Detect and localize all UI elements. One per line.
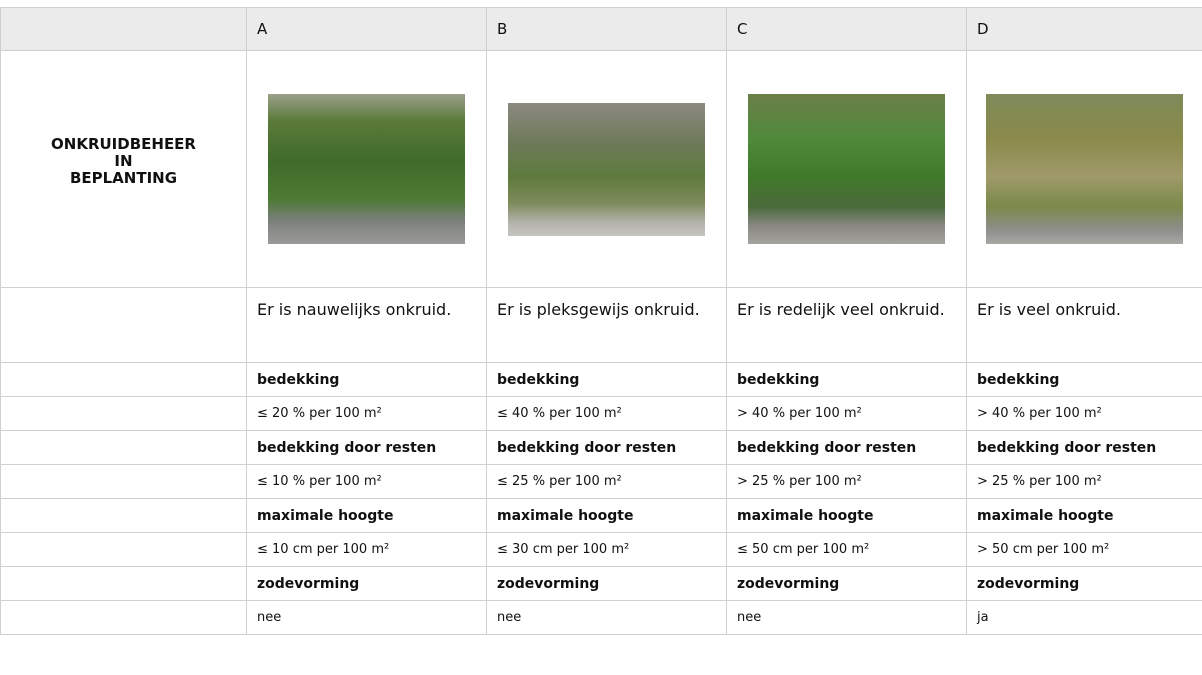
- criterion-value: > 50 cm per 100 m²: [967, 533, 1202, 567]
- column-header: C: [727, 8, 967, 51]
- criterion-value: > 25 % per 100 m²: [967, 465, 1202, 499]
- empty-cell: [1, 533, 247, 567]
- photo: [268, 94, 465, 244]
- criterion-label: maximale hoogte: [487, 499, 727, 533]
- criterion-label: zodevorming: [967, 567, 1202, 601]
- criterion-label: maximale hoogte: [247, 499, 487, 533]
- criterion-value: ≤ 10 % per 100 m²: [247, 465, 487, 499]
- criterion-label: bedekking: [967, 363, 1202, 397]
- criterion-value: ≤ 50 cm per 100 m²: [727, 533, 967, 567]
- criterion-label: zodevorming: [727, 567, 967, 601]
- empty-cell: [1, 567, 247, 601]
- table-row: ≤ 10 % per 100 m²≤ 25 % per 100 m²> 25 %…: [1, 465, 1202, 499]
- photo: [748, 94, 945, 244]
- criterion-label: bedekking: [727, 363, 967, 397]
- column-header: B: [487, 8, 727, 51]
- photo: [986, 94, 1183, 244]
- criterion-value: ≤ 10 cm per 100 m²: [247, 533, 487, 567]
- empty-cell: [1, 431, 247, 465]
- criterion-value: nee: [487, 601, 727, 635]
- criterion-label: bedekking door resten: [487, 431, 727, 465]
- description: Er is nauwelijks onkruid.: [247, 288, 487, 363]
- table-row: ≤ 10 cm per 100 m²≤ 30 cm per 100 m²≤ 50…: [1, 533, 1202, 567]
- image-cell: [247, 51, 487, 288]
- criterion-label: bedekking door resten: [247, 431, 487, 465]
- empty-cell: [1, 363, 247, 397]
- photo: [508, 103, 705, 236]
- title-line: BEPLANTING: [11, 170, 236, 187]
- table-row: Er is nauwelijks onkruid.Er is pleksgewi…: [1, 288, 1202, 363]
- empty-cell: [1, 499, 247, 533]
- empty-cell: [1, 288, 247, 363]
- criterion-value: ja: [967, 601, 1202, 635]
- criterion-value: > 40 % per 100 m²: [967, 397, 1202, 431]
- title-line: ONKRUIDBEHEER: [11, 136, 236, 153]
- description: Er is redelijk veel onkruid.: [727, 288, 967, 363]
- criterion-label: bedekking: [487, 363, 727, 397]
- criterion-value: ≤ 25 % per 100 m²: [487, 465, 727, 499]
- description: Er is pleksgewijs onkruid.: [487, 288, 727, 363]
- image-cell: [967, 51, 1202, 288]
- empty-cell: [1, 601, 247, 635]
- title-line: IN: [11, 153, 236, 170]
- criterion-label: maximale hoogte: [727, 499, 967, 533]
- criterion-value: ≤ 30 cm per 100 m²: [487, 533, 727, 567]
- criterion-value: nee: [247, 601, 487, 635]
- criterion-label: maximale hoogte: [967, 499, 1202, 533]
- criterion-value: > 40 % per 100 m²: [727, 397, 967, 431]
- empty-cell: [1, 397, 247, 431]
- image-cell: [727, 51, 967, 288]
- criterion-label: bedekking door resten: [967, 431, 1202, 465]
- column-header: D: [967, 8, 1202, 51]
- criterion-label: zodevorming: [487, 567, 727, 601]
- column-header: A: [247, 8, 487, 51]
- criterion-label: zodevorming: [247, 567, 487, 601]
- page: ABCDONKRUIDBEHEERINBEPLANTINGEr is nauwe…: [0, 0, 1202, 675]
- criterion-value: ≤ 40 % per 100 m²: [487, 397, 727, 431]
- criterion-value: ≤ 20 % per 100 m²: [247, 397, 487, 431]
- description: Er is veel onkruid.: [967, 288, 1202, 363]
- criterion-value: nee: [727, 601, 967, 635]
- empty-cell: [1, 465, 247, 499]
- criterion-label: bedekking door resten: [727, 431, 967, 465]
- corner-cell: [1, 8, 247, 51]
- table-row: ≤ 20 % per 100 m²≤ 40 % per 100 m²> 40 %…: [1, 397, 1202, 431]
- image-cell: [487, 51, 727, 288]
- criterion-label: bedekking: [247, 363, 487, 397]
- criterion-value: > 25 % per 100 m²: [727, 465, 967, 499]
